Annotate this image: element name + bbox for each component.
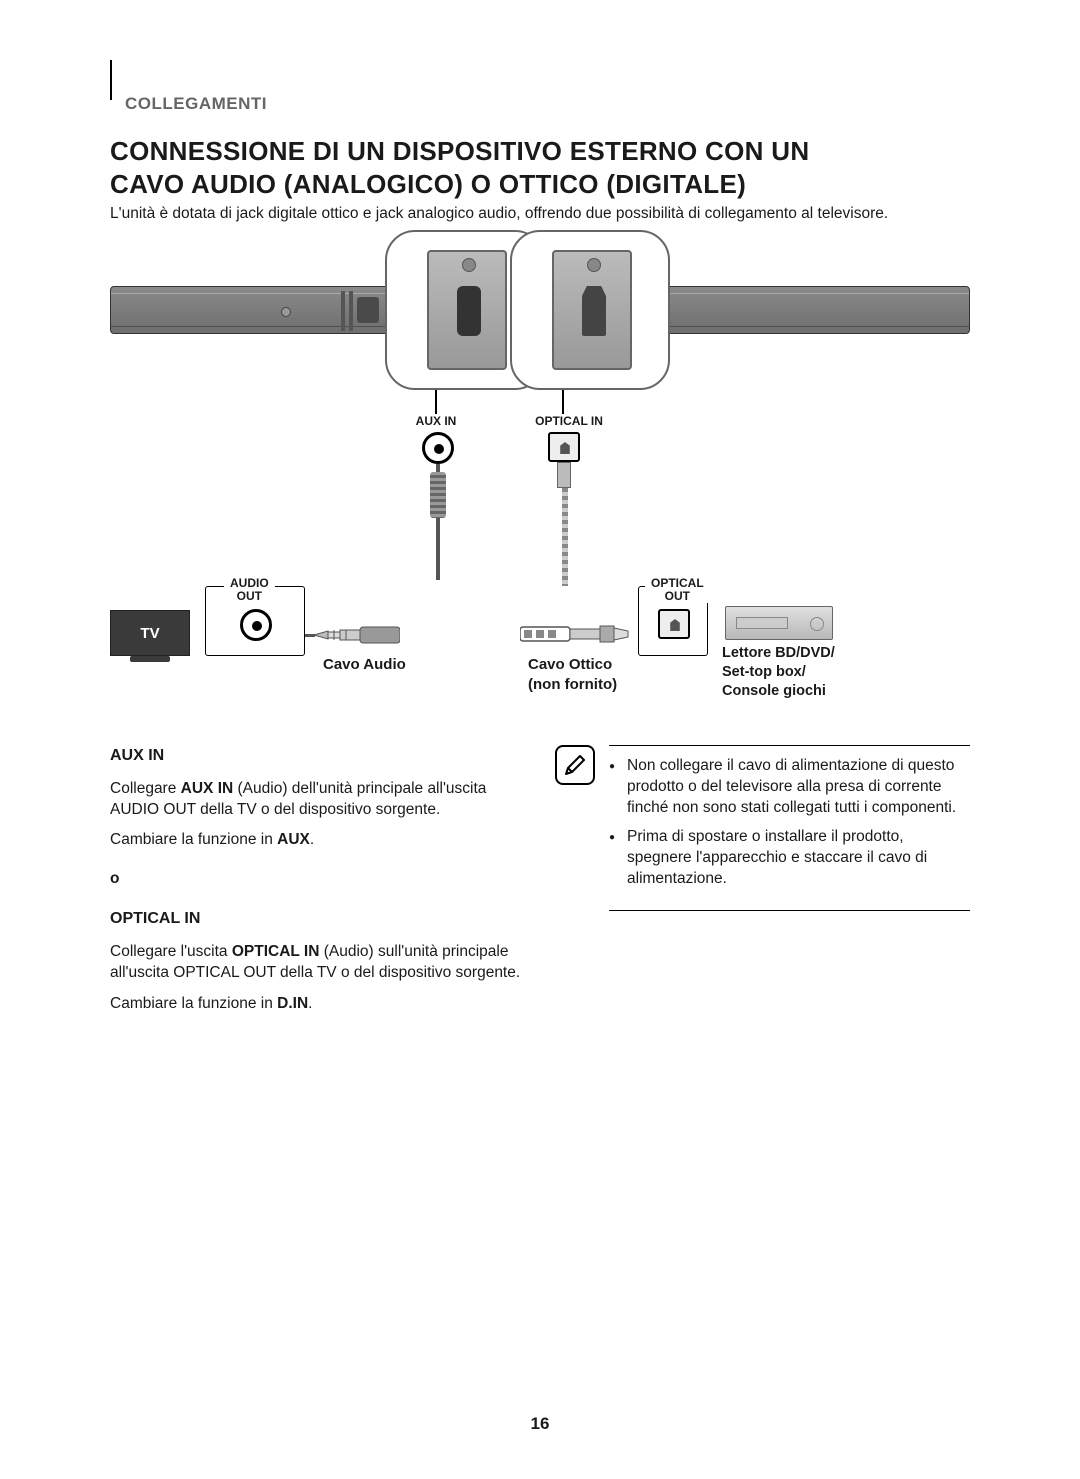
note-list: Non collegare il cavo di alimentazione d… (609, 745, 970, 911)
aux-p2: Cambiare la funzione in AUX. (110, 830, 525, 851)
aux-plug-horizontal (310, 625, 400, 645)
audio-out-label-1: AUDIO (230, 576, 269, 590)
cavo-ottico-label: Cavo Ottico (non fornito) (528, 655, 617, 694)
text: Collegare (110, 780, 181, 797)
aux-plug-top (422, 432, 454, 464)
title-line-1: CONNESSIONE DI UN DISPOSITIVO ESTERNO CO… (110, 136, 809, 166)
aux-heading: AUX IN (110, 745, 525, 767)
title-line-2: CAVO AUDIO (ANALOGICO) O OTTICO (DIGITAL… (110, 169, 746, 199)
optical-out-label-2: OUT (665, 589, 690, 603)
callout-line (435, 390, 437, 414)
optical-plug-top (548, 432, 580, 462)
optical-p2: Cambiare la funzione in D.IN. (110, 994, 525, 1015)
soundbar-detail (349, 291, 353, 331)
page-title: CONNESSIONE DI UN DISPOSITIVO ESTERNO CO… (110, 135, 809, 200)
audio-out-tab: AUDIO OUT (224, 577, 275, 603)
note-item-2: Prima di spostare o installare il prodot… (609, 827, 970, 890)
soundbar-detail (357, 297, 379, 323)
cable-segment (305, 634, 315, 637)
aux-cable-grip (430, 472, 446, 518)
cavo-ottico-l1: Cavo Ottico (528, 656, 612, 673)
optical-plug-body (557, 462, 571, 488)
device-l2: Set-top box/ (722, 664, 806, 680)
callout-line (562, 390, 564, 414)
optical-cable (562, 488, 568, 586)
text: . (310, 831, 314, 848)
device-l1: Lettore BD/DVD/ (722, 645, 835, 661)
aux-p1: Collegare AUX IN (Audio) dell'unità prin… (110, 779, 525, 821)
intro-text: L'unità è dotata di jack digitale ottico… (110, 205, 888, 223)
cavo-audio-label: Cavo Audio (323, 655, 406, 675)
audio-out-label-2: OUT (237, 589, 262, 603)
instructions-columns: AUX IN Collegare AUX IN (Audio) dell'uni… (110, 745, 970, 1025)
soundbar-dot (281, 307, 291, 317)
manual-page: COLLEGAMENTI CONNESSIONE DI UN DISPOSITI… (0, 0, 1080, 1479)
note-icon (555, 745, 595, 785)
optical-port-zoom (510, 230, 670, 390)
optical-out-jack-icon (658, 609, 690, 639)
text: Cambiare la funzione in (110, 831, 277, 848)
left-column: AUX IN Collegare AUX IN (Audio) dell'uni… (110, 745, 525, 1025)
text: Cambiare la funzione in (110, 995, 277, 1012)
dvd-player-graphic (725, 606, 833, 640)
cavo-ottico-l2: (non fornito) (528, 676, 617, 693)
text: . (308, 995, 312, 1012)
optical-p1: Collegare l'uscita OPTICAL IN (Audio) su… (110, 942, 525, 984)
tv-stand (130, 656, 170, 662)
or-separator: o (110, 869, 525, 890)
optical-heading: OPTICAL IN (110, 908, 525, 930)
optical-out-label-1: OPTICAL (651, 576, 704, 590)
page-number: 16 (0, 1414, 1080, 1434)
audio-out-box: AUDIO OUT (205, 586, 305, 656)
text-bold: AUX IN (181, 780, 234, 797)
text: Collegare l'uscita (110, 943, 232, 960)
pencil-icon (562, 752, 588, 778)
text-bold: AUX (277, 831, 310, 848)
device-l3: Console giochi (722, 683, 826, 699)
optical-plug-horizontal (520, 623, 630, 645)
side-rule (110, 60, 112, 100)
optical-out-box: OPTICAL OUT (638, 586, 708, 656)
text-bold: D.IN (277, 995, 308, 1012)
device-label: Lettore BD/DVD/ Set-top box/ Console gio… (722, 644, 835, 701)
audio-out-jack-icon (240, 609, 272, 641)
soundbar-detail (341, 291, 345, 331)
text-bold: OPTICAL IN (232, 943, 320, 960)
section-label: COLLEGAMENTI (125, 94, 267, 114)
tv-graphic: TV (110, 610, 190, 656)
tv-label: TV (140, 625, 159, 642)
optical-in-label: OPTICAL IN (530, 414, 608, 428)
optical-out-tab: OPTICAL OUT (645, 577, 710, 603)
note-box: Non collegare il cavo di alimentazione d… (555, 745, 970, 911)
aux-in-label: AUX IN (410, 414, 462, 428)
connection-diagram: AUX IN OPTICAL IN TV AUDIO OUT (110, 230, 970, 730)
right-column: Non collegare il cavo di alimentazione d… (555, 745, 970, 1025)
note-item-1: Non collegare il cavo di alimentazione d… (609, 756, 970, 819)
